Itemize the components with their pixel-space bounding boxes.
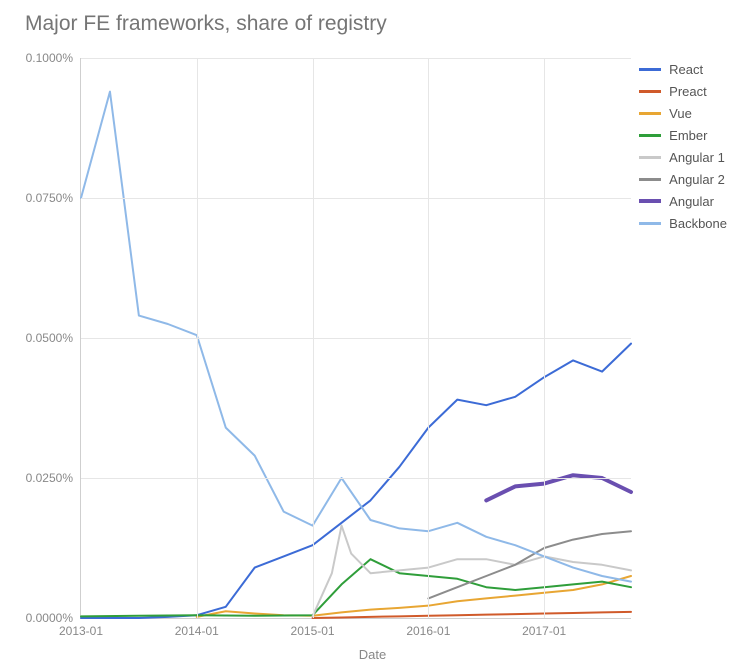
x-tick-label: 2017-01 <box>522 624 566 638</box>
chart-title: Major FE frameworks, share of registry <box>25 12 387 36</box>
x-tick-label: 2016-01 <box>406 624 450 638</box>
legend-swatch <box>639 199 661 203</box>
legend-item: Angular 2 <box>639 170 727 188</box>
legend-item: Vue <box>639 104 727 122</box>
legend: React Preact Vue Ember Angular 1 Angular 2 Ang… <box>639 60 727 236</box>
legend-label: React <box>669 62 703 77</box>
grid-vertical <box>313 58 314 618</box>
legend-swatch <box>639 134 661 137</box>
x-axis-label: Date <box>359 647 386 662</box>
y-tick-label: 0.0750% <box>26 191 73 205</box>
legend-label: Angular <box>669 194 714 209</box>
legend-swatch <box>639 112 661 115</box>
legend-label: Backbone <box>669 216 727 231</box>
grid-vertical <box>428 58 429 618</box>
legend-item: Angular 1 <box>639 148 727 166</box>
series-line <box>197 576 631 617</box>
y-tick-label: 0.1000% <box>26 51 73 65</box>
legend-label: Vue <box>669 106 692 121</box>
plot-area: 0.0000%0.0250%0.0500%0.0750%0.1000%2013-… <box>80 58 631 619</box>
legend-label: Preact <box>669 84 707 99</box>
legend-item: Ember <box>639 126 727 144</box>
legend-swatch <box>639 178 661 181</box>
legend-swatch <box>639 156 661 159</box>
chart-container: { "chart": { "type": "line", "title": "M… <box>0 0 745 668</box>
legend-label: Angular 1 <box>669 150 725 165</box>
y-tick-label: 0.0000% <box>26 611 73 625</box>
x-tick-label: 2015-01 <box>291 624 335 638</box>
legend-item: Angular <box>639 192 727 210</box>
y-tick-label: 0.0500% <box>26 331 73 345</box>
legend-item: Preact <box>639 82 727 100</box>
series-line <box>81 92 631 582</box>
legend-label: Angular 2 <box>669 172 725 187</box>
grid-horizontal <box>81 58 631 59</box>
legend-swatch <box>639 68 661 71</box>
grid-horizontal <box>81 198 631 199</box>
grid-vertical <box>197 58 198 618</box>
series-line <box>81 559 631 616</box>
legend-swatch <box>639 90 661 93</box>
legend-item: Backbone <box>639 214 727 232</box>
y-tick-label: 0.0250% <box>26 471 73 485</box>
grid-vertical <box>544 58 545 618</box>
x-tick-label: 2013-01 <box>59 624 103 638</box>
legend-swatch <box>639 222 661 225</box>
legend-item: React <box>639 60 727 78</box>
legend-label: Ember <box>669 128 707 143</box>
x-tick-label: 2014-01 <box>175 624 219 638</box>
grid-horizontal <box>81 478 631 479</box>
series-line <box>313 612 631 618</box>
grid-horizontal <box>81 338 631 339</box>
